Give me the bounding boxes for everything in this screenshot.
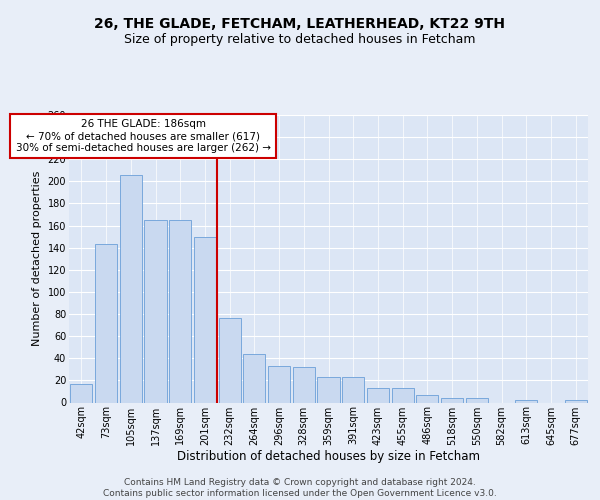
Bar bbox=[416, 395, 439, 402]
Bar bbox=[367, 388, 389, 402]
X-axis label: Distribution of detached houses by size in Fetcham: Distribution of detached houses by size … bbox=[177, 450, 480, 463]
Bar bbox=[392, 388, 414, 402]
Bar bbox=[515, 400, 538, 402]
Text: 26, THE GLADE, FETCHAM, LEATHERHEAD, KT22 9TH: 26, THE GLADE, FETCHAM, LEATHERHEAD, KT2… bbox=[95, 18, 505, 32]
Text: Size of property relative to detached houses in Fetcham: Size of property relative to detached ho… bbox=[124, 32, 476, 46]
Bar bbox=[119, 174, 142, 402]
Bar bbox=[169, 220, 191, 402]
Bar bbox=[268, 366, 290, 403]
Bar bbox=[293, 367, 315, 402]
Bar bbox=[243, 354, 265, 403]
Bar bbox=[95, 244, 117, 402]
Bar bbox=[466, 398, 488, 402]
Bar bbox=[218, 318, 241, 402]
Bar bbox=[194, 236, 216, 402]
Bar bbox=[565, 400, 587, 402]
Bar bbox=[441, 398, 463, 402]
Bar bbox=[317, 377, 340, 402]
Text: Contains HM Land Registry data © Crown copyright and database right 2024.
Contai: Contains HM Land Registry data © Crown c… bbox=[103, 478, 497, 498]
Bar bbox=[145, 220, 167, 402]
Text: 26 THE GLADE: 186sqm
← 70% of detached houses are smaller (617)
30% of semi-deta: 26 THE GLADE: 186sqm ← 70% of detached h… bbox=[16, 120, 271, 152]
Bar bbox=[342, 377, 364, 402]
Bar bbox=[70, 384, 92, 402]
Y-axis label: Number of detached properties: Number of detached properties bbox=[32, 171, 42, 346]
